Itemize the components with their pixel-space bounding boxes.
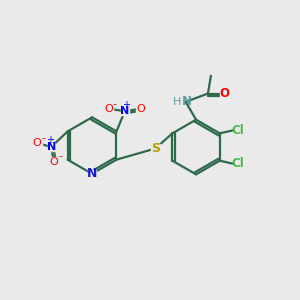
Text: N: N bbox=[182, 95, 192, 108]
Bar bbox=[49, 158, 58, 165]
Bar bbox=[220, 90, 229, 97]
Bar bbox=[47, 143, 55, 151]
Text: O: O bbox=[33, 138, 41, 148]
Bar bbox=[34, 140, 42, 147]
Text: -: - bbox=[58, 151, 62, 161]
Bar bbox=[151, 144, 160, 153]
Text: -: - bbox=[112, 99, 116, 109]
Text: +: + bbox=[122, 100, 130, 110]
Text: Cl: Cl bbox=[232, 124, 244, 137]
Text: N: N bbox=[87, 167, 97, 180]
Text: H: H bbox=[173, 97, 182, 107]
Text: +: + bbox=[46, 135, 54, 145]
Text: Cl: Cl bbox=[232, 157, 244, 170]
Text: O: O bbox=[219, 87, 229, 100]
Text: -: - bbox=[41, 133, 45, 143]
Text: N: N bbox=[46, 142, 56, 152]
Bar bbox=[136, 105, 143, 112]
Text: O: O bbox=[49, 157, 58, 167]
Text: N: N bbox=[120, 106, 129, 116]
Bar bbox=[121, 107, 128, 115]
Bar bbox=[88, 170, 96, 178]
Text: O: O bbox=[136, 104, 145, 114]
Bar bbox=[106, 105, 113, 112]
Text: S: S bbox=[151, 142, 160, 155]
Text: O: O bbox=[104, 104, 113, 114]
